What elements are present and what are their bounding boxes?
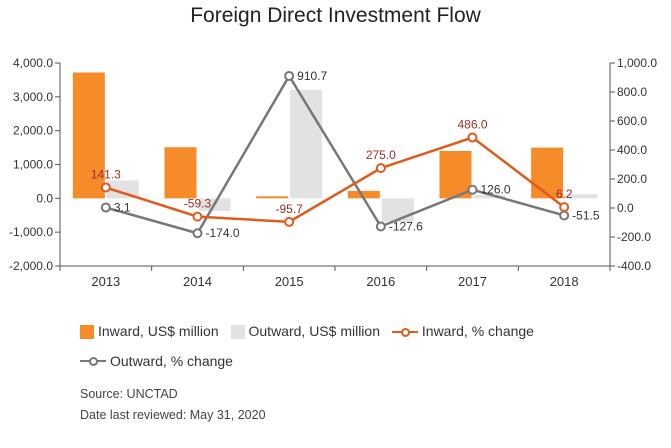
inward-change-point <box>192 211 203 222</box>
outward-bar <box>290 89 323 199</box>
outward-change-point <box>375 221 386 232</box>
inward-bar <box>72 72 105 199</box>
left-axis-tick-label: 1,000.0 <box>13 158 53 172</box>
legend-label-inward-bar: Inward, US$ million <box>98 323 219 339</box>
left-axis-tick-label: 2,000.0 <box>13 124 53 138</box>
inward-bar <box>347 190 380 199</box>
right-axis-tick-label: -200.0 <box>617 230 651 244</box>
right-axis-tick-label: 400.0 <box>617 143 647 157</box>
left-axis-tick-label: -2,000.0 <box>9 259 53 273</box>
inward-change-point <box>284 216 295 227</box>
outward-bar <box>473 194 506 199</box>
inward-change-data-label: 275.0 <box>366 148 396 162</box>
inward-change-point <box>559 202 570 213</box>
legend-item-inward-line[interactable]: Inward, % change <box>391 318 534 345</box>
outward-change-data-label: 910.7 <box>297 69 327 83</box>
inward-bar <box>531 147 564 199</box>
legend-swatch-outward-bar <box>230 324 245 339</box>
legend-label-outward-bar: Outward, US$ million <box>248 323 381 339</box>
outward-bar <box>106 180 139 199</box>
legend-item-outward-bar[interactable]: Outward, US$ million <box>230 318 381 345</box>
outward-change-point <box>467 184 478 195</box>
source-note: Source: UNCTAD <box>80 387 178 401</box>
outward-change-line <box>105 73 565 235</box>
outward-change-data-label: -174.0 <box>206 226 240 240</box>
legend-swatch-inward-bar <box>80 324 94 339</box>
x-axis-tick-label: 2016 <box>366 274 395 289</box>
inward-bar <box>439 150 472 199</box>
legend-item-outward-line[interactable]: Outward, % change <box>80 348 233 375</box>
left-axis-tick-label: 4,000.0 <box>13 56 53 70</box>
legend-label-inward-line: Inward, % change <box>421 323 534 339</box>
date-reviewed-note: Date last reviewed: May 31, 2020 <box>80 408 266 422</box>
outward-change-data-label: -127.6 <box>389 220 423 234</box>
inward-change-data-label: 6.2 <box>556 187 573 201</box>
inward-change-data-label: 141.3 <box>91 168 121 182</box>
outward-change-data-label: 126.0 <box>481 183 511 197</box>
inward-change-point <box>100 182 111 193</box>
x-axis-tick-label: 2017 <box>458 274 487 289</box>
legend-label-outward-line: Outward, % change <box>110 352 233 369</box>
inward-change-line <box>105 136 565 224</box>
inward-bar <box>256 196 289 199</box>
x-axis-tick-label: 2013 <box>91 274 120 289</box>
outward-change-point <box>100 202 111 213</box>
legend: Inward, US$ million Outward, US$ million… <box>80 318 640 377</box>
legend-item-inward-bar[interactable]: Inward, US$ million <box>80 318 219 345</box>
inward-change-point <box>467 132 478 143</box>
left-axis-tick-label: 3,000.0 <box>13 90 53 104</box>
x-axis-tick-label: 2015 <box>275 274 304 289</box>
fdi-chart: 4,000.0 3,000.0 2,000.0 1,000.0 0.0 -1,000.0 -… <box>9 56 657 289</box>
right-axis-tick-label: 600.0 <box>617 114 647 128</box>
chart-title: Foreign Direct Investment Flow <box>190 4 481 27</box>
outward-bar <box>565 194 598 199</box>
left-axis-tick-label: -1,000.0 <box>9 225 53 239</box>
right-axis-tick-label: 0.0 <box>617 201 634 215</box>
outward-change-point <box>559 210 570 221</box>
x-axis-tick-label: 2014 <box>183 274 212 289</box>
right-axis-tick-label: 1,000.0 <box>617 56 657 70</box>
legend-swatch-inward-line <box>391 325 418 339</box>
x-axis-tick-label: 2018 <box>550 274 579 289</box>
inward-change-data-label: -59.3 <box>184 197 212 211</box>
outward-change-data-label: -51.5 <box>572 208 600 222</box>
outward-change-point <box>284 70 295 81</box>
left-axis-tick-label: 0.0 <box>36 191 53 205</box>
legend-swatch-outward-line <box>80 354 106 368</box>
footer: Source: UNCTAD Date last reviewed: May 3… <box>80 384 266 426</box>
outward-change-data-label: 3.1 <box>114 201 131 215</box>
inward-change-data-label: 486.0 <box>457 118 487 132</box>
right-axis-tick-label: -400.0 <box>617 259 651 273</box>
outward-change-point <box>192 228 203 239</box>
inward-change-data-label: -95.7 <box>275 202 303 216</box>
right-axis-tick-label: 200.0 <box>617 172 647 186</box>
inward-bar <box>164 147 197 199</box>
inward-change-point <box>375 163 386 174</box>
right-axis-tick-label: 800.0 <box>617 85 647 99</box>
